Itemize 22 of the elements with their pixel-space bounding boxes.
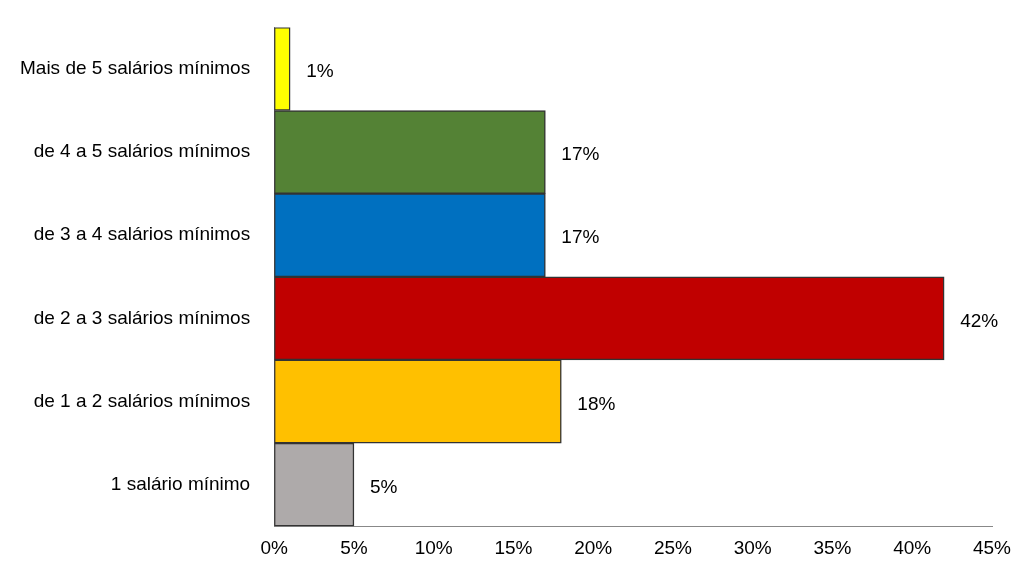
x-tick-label: 20% — [574, 536, 613, 558]
data-label: 18% — [577, 392, 616, 414]
x-tick-label: 15% — [494, 536, 533, 558]
data-label: 17% — [561, 143, 600, 165]
x-tick-label: 5% — [340, 536, 368, 558]
data-label: 1% — [306, 60, 334, 82]
x-tick-label: 10% — [414, 536, 453, 558]
y-tick-label: de 4 a 5 salários mínimos — [33, 140, 251, 162]
y-tick-label: de 2 a 3 salários mínimos — [33, 306, 251, 328]
y-tick-label: de 3 a 4 salários mínimos — [33, 223, 251, 245]
y-tick-label: 1 salário mínimo — [110, 472, 251, 494]
x-tick-label: 30% — [733, 536, 772, 558]
x-tick-label: 35% — [813, 536, 852, 558]
data-label: 42% — [960, 309, 999, 331]
x-tick-label: 25% — [653, 536, 693, 558]
data-label: 5% — [369, 475, 398, 497]
data-label: 17% — [561, 226, 600, 248]
y-tick-label: Mais de 5 salários mínimos — [19, 57, 251, 79]
x-tick-label: 45% — [972, 536, 1012, 558]
y-tick-label: de 1 a 2 salários mínimos — [33, 389, 251, 411]
x-tick-label: 0% — [260, 536, 289, 558]
x-tick-label: 40% — [893, 536, 932, 558]
